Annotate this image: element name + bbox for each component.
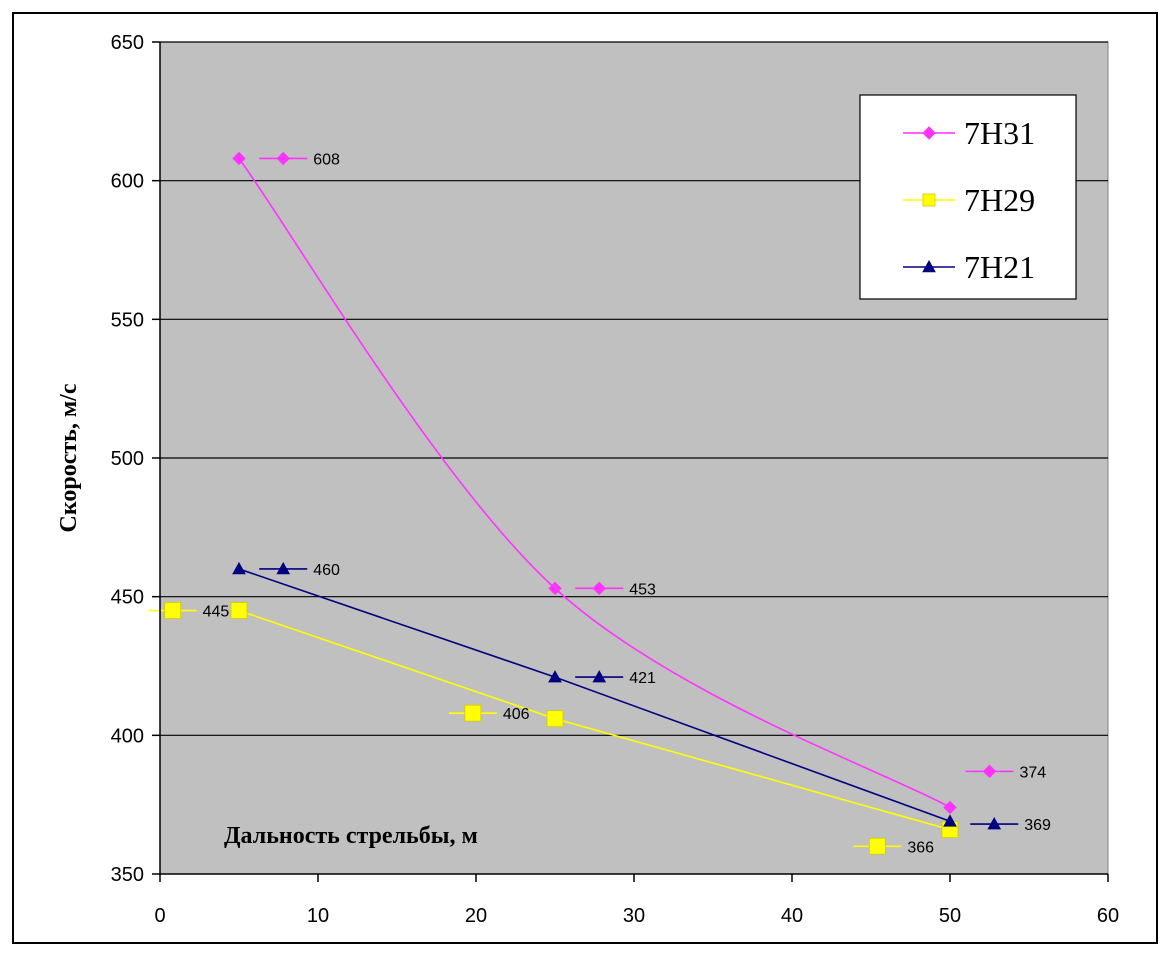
data-label-marker — [464, 704, 482, 722]
y-tick-label: 350 — [111, 864, 144, 886]
series-7Н29: 445 406 366 — [148, 602, 959, 856]
data-label: 369 — [1024, 817, 1051, 834]
y-tick-label: 650 — [111, 32, 144, 54]
data-label-marker — [276, 561, 291, 575]
x-tick-label: 50 — [939, 905, 961, 927]
data-point — [230, 602, 248, 619]
legend-marker — [922, 126, 936, 140]
y-tick-label: 450 — [111, 587, 144, 609]
data-label: 460 — [313, 562, 340, 579]
data-label-marker — [276, 151, 290, 166]
legend-marker — [922, 193, 936, 207]
data-point — [548, 581, 562, 596]
data-label-marker — [592, 581, 606, 596]
legend-marker — [922, 259, 936, 273]
axes: 350 400 450 500 550 600 650 0 10 20 30 40 50 60 — [111, 32, 1120, 927]
data-point — [943, 814, 957, 827]
x-tick-label: 20 — [465, 905, 487, 927]
y-tick-label: 500 — [111, 448, 144, 470]
series-7Н31: 608 453 374 — [232, 151, 1047, 815]
series-layer: 608 453 374 445 406 366 460 421 369 — [148, 151, 1051, 856]
data-label: 453 — [629, 581, 656, 598]
data-label: 366 — [907, 839, 934, 856]
data-label: 421 — [629, 670, 656, 687]
data-point — [548, 670, 562, 683]
x-tick-label: 40 — [781, 905, 803, 927]
data-label: 374 — [1020, 764, 1047, 781]
data-label-marker — [868, 837, 886, 855]
data-label-marker — [592, 670, 607, 683]
data-label: 608 — [313, 151, 340, 168]
legend-label: 7Н31 — [964, 115, 1035, 151]
legend-label: 7Н29 — [964, 182, 1035, 218]
series-7Н21: 460 421 369 — [232, 561, 1051, 834]
data-label-marker — [987, 817, 1002, 830]
y-tick-label: 550 — [111, 309, 144, 331]
x-tick-label: 0 — [154, 905, 165, 927]
data-point — [232, 561, 246, 575]
legend-label: 7Н21 — [964, 249, 1035, 285]
legend: 7Н31 7Н29 7Н21 — [859, 94, 1077, 300]
y-tick-label: 600 — [111, 171, 144, 193]
legend-box — [859, 94, 1077, 300]
data-point — [232, 151, 246, 166]
data-point — [546, 710, 564, 728]
x-tick-label: 30 — [623, 905, 645, 927]
data-point — [943, 800, 957, 815]
x-tick-label: 60 — [1097, 905, 1119, 927]
y-axis-title: Скорость, м/с — [56, 383, 82, 532]
data-label-marker — [982, 764, 997, 779]
x-axis-title: Дальность стрельбы, м — [224, 823, 478, 849]
x-tick-label: 10 — [307, 905, 329, 927]
y-tick-label: 400 — [111, 725, 144, 747]
data-label: 406 — [503, 706, 530, 723]
data-label-marker — [164, 602, 182, 619]
data-label: 445 — [203, 604, 230, 621]
